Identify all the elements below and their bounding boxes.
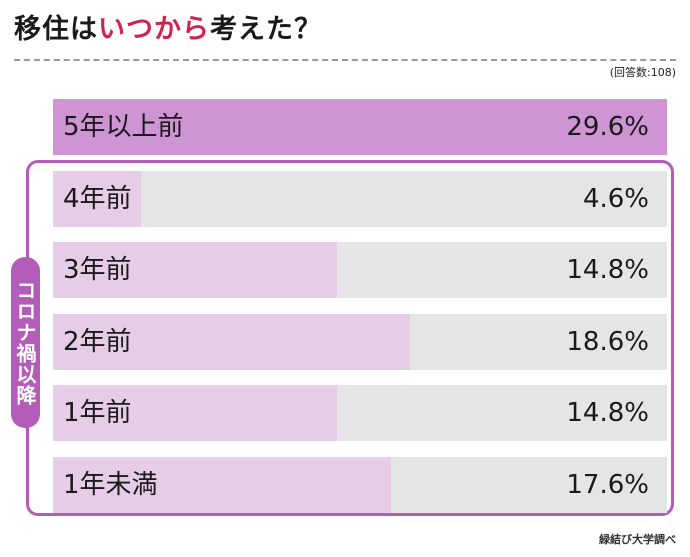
value-label: 18.6% [566,327,649,357]
value-label: 4.6% [582,184,649,214]
source-credit: 緑結び大学調べ [599,533,676,546]
bar [53,314,410,370]
category-label: 5年以上前 [63,112,184,142]
value-label: 14.8% [566,255,649,285]
value-label: 14.8% [566,398,649,428]
chart-title: 移住はいつから考えた？ [14,10,322,50]
category-label: 1年未満 [63,470,158,500]
covid-group-label: コロナ禍以降 [11,257,40,428]
bar [53,385,337,441]
title-suffix: 考えた？ [210,14,322,45]
bar [53,242,337,298]
title-divider [14,59,676,61]
bar [53,171,141,227]
value-label: 29.6% [566,112,649,142]
category-label: 1年前 [63,398,132,428]
bar [53,99,667,155]
category-label: 2年前 [63,327,132,357]
value-label: 17.6% [566,470,649,500]
bar-row: 4年前 4.6% [53,171,667,227]
category-label: 4年前 [63,184,132,214]
bar-row: 1年未満 17.6% [53,457,667,513]
bar-row: 3年前 14.8% [53,242,667,298]
sample-size-note: (回答数:108) [609,66,676,79]
title-highlight: いつから [98,14,210,45]
bar [53,457,391,513]
title-prefix: 移住は [14,14,98,45]
bar-row: 2年前 18.6% [53,314,667,370]
category-label: 3年前 [63,255,132,285]
bar-row: 5年以上前 29.6% [53,99,667,155]
bar-row: 1年前 14.8% [53,385,667,441]
